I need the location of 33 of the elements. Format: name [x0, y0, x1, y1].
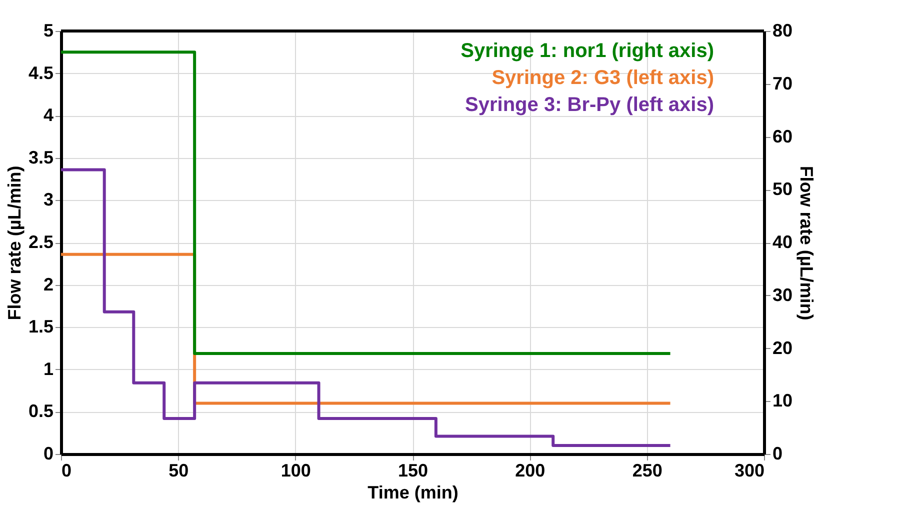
y2-axis-title: Flow rate (µL/min) — [796, 166, 817, 320]
y-tick-label: 2.5 — [28, 232, 54, 252]
y-tick-label: 1 — [43, 358, 54, 379]
x-tick-label: 150 — [398, 460, 428, 480]
y-tick-label: 0 — [43, 444, 54, 464]
y-tick-label: 2 — [43, 274, 54, 294]
y-tick-label: 3 — [43, 190, 54, 210]
y-tick-label: 0.5 — [28, 401, 54, 422]
y-axis-title: Flow rate (µL/min) — [4, 166, 24, 320]
x-axis-title: Time (min) — [368, 482, 458, 502]
y2-tick-label: 30 — [772, 284, 793, 305]
x-tick-label: 300 — [734, 460, 764, 480]
y2-tick-label: 0 — [772, 444, 783, 464]
x-tick-label: 50 — [168, 460, 189, 480]
y-tick-label: 3.5 — [28, 147, 54, 168]
x-tick-label: 200 — [515, 460, 546, 480]
y-tick-label: 4 — [43, 105, 54, 126]
y2-tick-label: 70 — [772, 73, 793, 94]
y-tick-label: 5 — [43, 20, 54, 40]
x-tick-label: 100 — [280, 460, 311, 480]
text: Syringe 3: Br-Py (left axis) — [465, 94, 714, 116]
y2-tick-label: 20 — [772, 338, 793, 358]
y-tick-label: 4.5 — [28, 62, 54, 83]
y2-tick-label: 60 — [772, 126, 793, 146]
y2-tick-label: 10 — [772, 390, 793, 411]
y-tick-label: 1.5 — [28, 316, 54, 337]
x-tick-label: 0 — [62, 460, 72, 480]
text: Syringe 1: nor1 (right axis) — [460, 40, 714, 62]
y2-tick-label: 80 — [772, 20, 793, 40]
y2-tick-label: 40 — [772, 232, 793, 252]
y2-tick-label: 50 — [772, 179, 793, 200]
x-tick-label: 250 — [632, 460, 662, 480]
text: Syringe 2: G3 (left axis) — [492, 67, 714, 89]
